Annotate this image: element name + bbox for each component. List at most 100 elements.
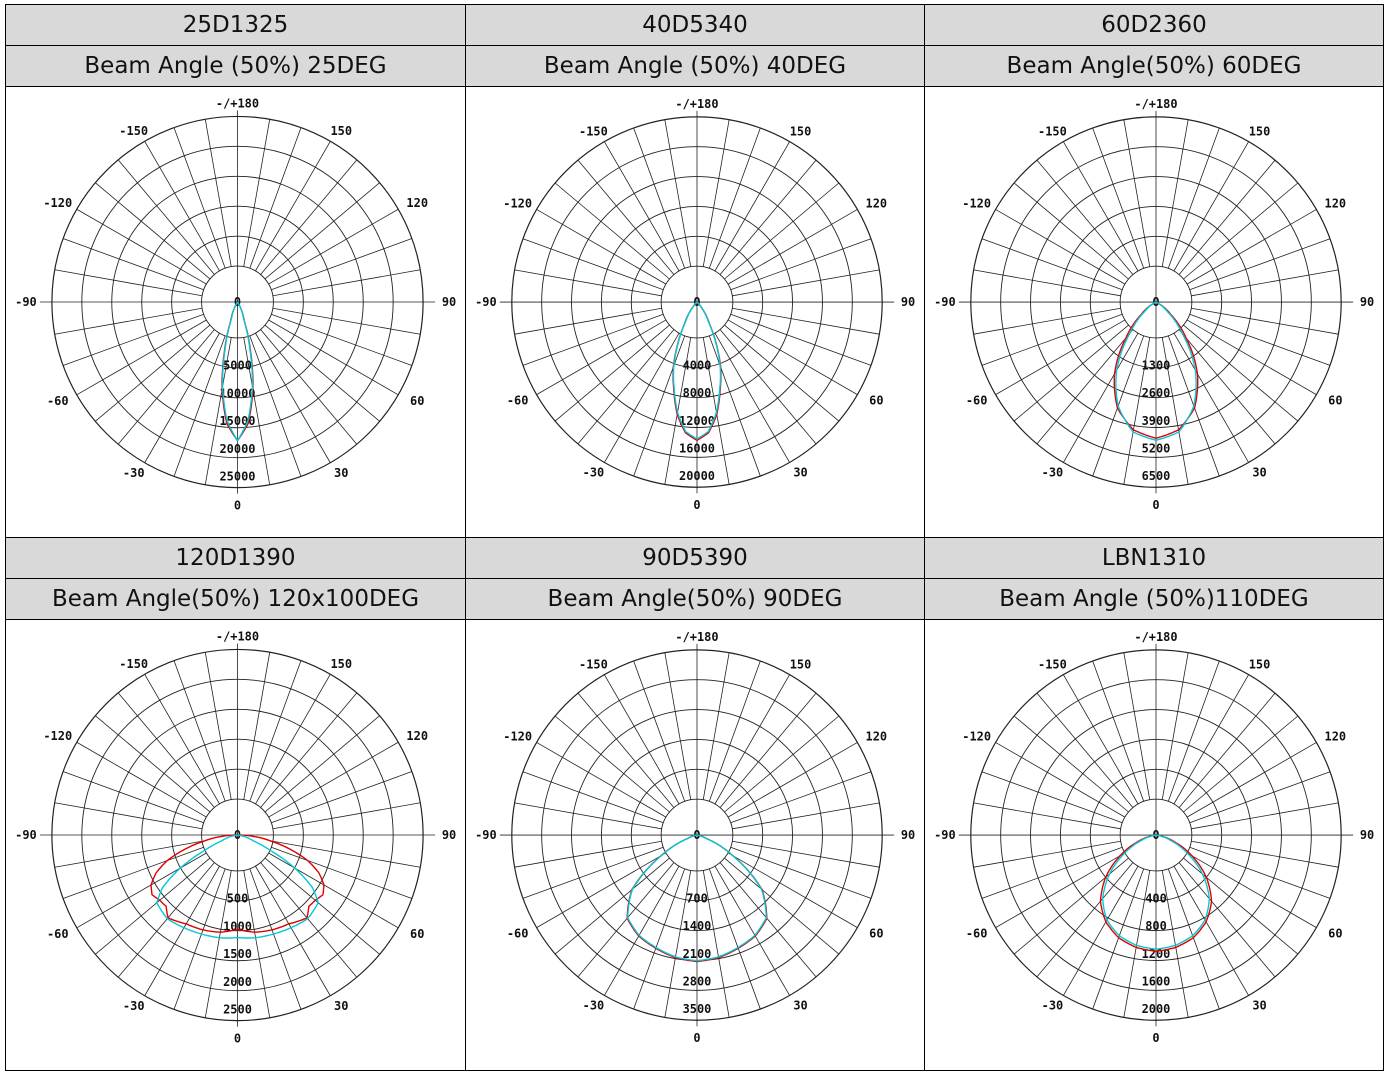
grid-spoke xyxy=(260,159,358,275)
grid-spoke xyxy=(633,868,686,1010)
angle-label: -60 xyxy=(47,927,69,941)
angle-label: 150 xyxy=(330,657,352,671)
angle-label: -150 xyxy=(1038,124,1067,138)
grid-spoke xyxy=(724,324,840,422)
grid-spoke xyxy=(243,119,271,267)
angle-label: -60 xyxy=(966,927,988,941)
grid-spoke xyxy=(719,329,817,445)
grid-spoke xyxy=(272,269,421,297)
angle-label: 0 xyxy=(234,1032,241,1046)
grid-spoke xyxy=(522,313,664,366)
radial-label-zero: 0 xyxy=(693,295,700,309)
grid-spoke xyxy=(264,182,380,280)
radial-tick-label: 12000 xyxy=(679,414,715,428)
radial-tick-label: 6500 xyxy=(1142,469,1171,483)
grid-spoke xyxy=(536,742,667,818)
polar-chart-3: -/+180 150 120 90 60 30 0 -30 -60 -90 -120 -150 0 130… xyxy=(934,97,1374,512)
angle-label: -30 xyxy=(123,999,145,1013)
angle-label: 120 xyxy=(406,196,428,210)
grid-spoke xyxy=(1063,141,1139,272)
grid-spoke xyxy=(522,846,664,899)
grid-spoke xyxy=(577,159,675,275)
grid-spoke xyxy=(1178,862,1276,978)
radial-tick-label: 3500 xyxy=(683,1002,712,1016)
angle-label: -150 xyxy=(1038,657,1067,671)
grid-spoke xyxy=(714,674,790,805)
grid-spoke xyxy=(727,209,858,285)
polar-chart-4: -/+1801501209060300-30-60-90-120-1500500… xyxy=(15,629,456,1046)
grid-spoke xyxy=(702,870,730,1018)
grid-spoke xyxy=(1173,141,1249,272)
radial-tick-label: 3900 xyxy=(1142,414,1171,428)
angle-label: 90 xyxy=(1360,295,1374,309)
radial-label-zero: 0 xyxy=(234,295,241,309)
grid-spoke xyxy=(536,852,667,928)
grid-spoke xyxy=(554,182,670,280)
grid-spoke xyxy=(62,846,204,899)
grid-spoke xyxy=(62,238,204,291)
grid-spoke xyxy=(255,865,331,996)
grid-spoke xyxy=(536,209,667,285)
grid-spoke xyxy=(1189,771,1331,824)
grid-spoke xyxy=(732,840,880,868)
grid-spoke xyxy=(973,307,1121,335)
grid-spoke xyxy=(604,141,680,272)
angle-label: 30 xyxy=(334,466,348,480)
radial-tick-label: 10000 xyxy=(219,386,255,400)
grid-spoke xyxy=(249,335,302,477)
radial-tick-label: 800 xyxy=(1145,919,1167,933)
angle-label: 120 xyxy=(866,729,888,743)
angle-label: 30 xyxy=(1252,999,1266,1013)
grid-spoke xyxy=(1092,127,1145,269)
grid-spoke xyxy=(1063,865,1139,996)
grid-spoke xyxy=(1013,324,1129,422)
grid-spoke xyxy=(76,319,207,396)
plot-cell-1: -/+180 150 120 90 60 30 0 -30 -60 -90 -120 -150 0 500… xyxy=(5,86,466,538)
grid-spoke xyxy=(62,771,204,824)
grid-spoke xyxy=(272,307,421,335)
grid-spoke xyxy=(1167,660,1220,802)
angle-label: 60 xyxy=(1328,394,1342,408)
grid-spoke xyxy=(95,182,211,280)
grid-spoke xyxy=(664,652,692,800)
grid-spoke xyxy=(1173,865,1249,996)
angle-label: 60 xyxy=(410,394,424,408)
grid-spoke xyxy=(1186,319,1317,395)
angle-label: -90 xyxy=(475,295,497,309)
grid-spoke xyxy=(1092,660,1145,802)
grid-spoke xyxy=(995,852,1126,928)
plot-cell-4: -/+180 150 120 90 60 30 0 -30 -60 -90 -120 -150 0 500… xyxy=(5,619,466,1071)
grid-spoke xyxy=(243,870,271,1018)
grid-spoke xyxy=(117,159,215,275)
grid-spoke xyxy=(604,332,680,463)
grid-spoke xyxy=(732,307,880,335)
grid-spoke xyxy=(1036,159,1134,275)
series-cyan-curve xyxy=(626,834,767,962)
grid-spoke xyxy=(981,771,1123,824)
polar-grid xyxy=(499,110,895,494)
radial-tick-label: 400 xyxy=(1145,892,1167,906)
grid-spoke xyxy=(76,852,207,929)
angle-label: -90 xyxy=(475,828,497,842)
radial-tick-label: 20000 xyxy=(219,442,255,456)
grid-spoke xyxy=(249,127,302,269)
grid-spoke xyxy=(1191,269,1339,297)
angle-label: -90 xyxy=(15,828,37,842)
angle-label: -120 xyxy=(962,196,991,210)
model-header-6: LBN1310 xyxy=(924,537,1384,579)
grid-spoke xyxy=(633,660,686,802)
angle-label: -30 xyxy=(583,999,605,1013)
radial-tick-label: 4000 xyxy=(683,359,712,373)
grid-spoke xyxy=(973,802,1121,830)
beam-angle-header-3: Beam Angle(50%) 60DEG xyxy=(924,45,1384,87)
series-cyan-curve xyxy=(1101,834,1211,950)
angle-label: -/+180 xyxy=(675,630,718,644)
grid-spoke xyxy=(1186,852,1317,928)
grid-spoke xyxy=(727,742,858,818)
radial-tick-label: 1600 xyxy=(1142,974,1171,988)
angle-label: -60 xyxy=(507,394,529,408)
grid-spoke xyxy=(719,692,817,808)
grid-spoke xyxy=(204,652,232,800)
angle-label: 0 xyxy=(1152,498,1159,512)
grid-spoke xyxy=(1063,674,1139,805)
